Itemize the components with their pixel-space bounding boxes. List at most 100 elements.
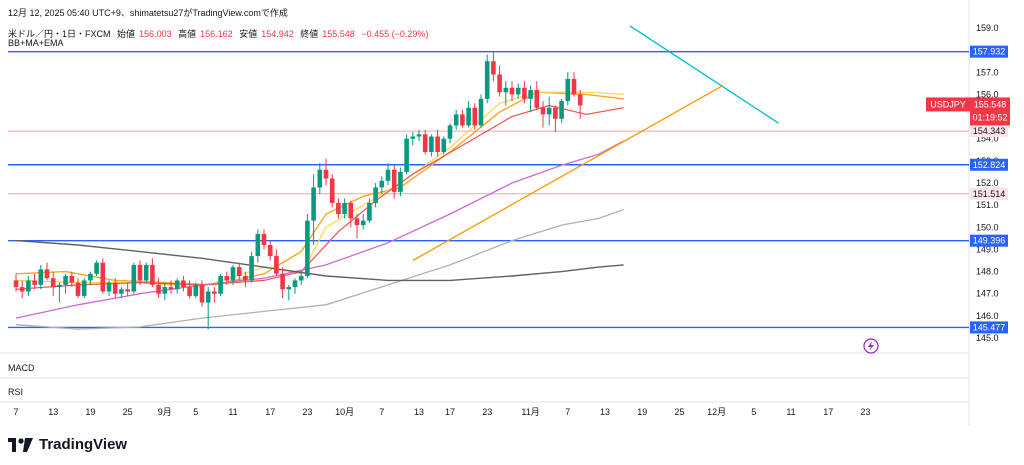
high-value: 156.162 — [200, 29, 233, 39]
candle-body — [478, 98, 484, 126]
moving-average-line — [15, 208, 624, 330]
lightning-icon[interactable] — [863, 338, 879, 354]
level-price-label: 149.396 — [973, 236, 1006, 246]
candle-body — [187, 287, 192, 296]
published-header: 12月 12, 2025 05:40 UTC+9、shimatetsu27がTr… — [8, 8, 288, 18]
candle-body — [106, 282, 112, 292]
candle-body — [429, 136, 434, 152]
open-label: 始値 — [117, 29, 136, 39]
candle-body — [112, 282, 118, 294]
candle-body — [398, 171, 403, 192]
y-tick-label: 149.0 — [976, 244, 999, 254]
x-tick-label: 23 — [860, 407, 870, 417]
x-tick-label: 7 — [565, 407, 570, 417]
candle-body — [305, 220, 310, 276]
candle-body — [267, 245, 273, 257]
candle-body — [150, 264, 155, 285]
macd-pane-label[interactable]: MACD — [8, 363, 35, 373]
y-tick-label: 157.0 — [976, 67, 999, 77]
level-price-label: 154.343 — [973, 126, 1006, 136]
candle-body — [224, 276, 230, 281]
candle-body — [416, 134, 422, 137]
x-tick-label: 17 — [823, 407, 833, 417]
rsi-pane-label[interactable]: RSI — [8, 387, 24, 397]
candle-body — [571, 78, 577, 95]
indicators-legend[interactable]: BB+MA+EMA — [8, 38, 64, 48]
candle-body — [360, 220, 366, 226]
high-label: 高値 — [178, 29, 197, 39]
trendline — [412, 85, 724, 262]
symbol-tag-label: USDJPY — [930, 99, 966, 109]
candle-body — [546, 107, 552, 115]
y-tick-label: 156.0 — [976, 89, 999, 99]
candle-body — [286, 287, 292, 290]
x-tick-label: 13 — [414, 407, 424, 417]
candle-body — [472, 107, 478, 126]
level-price-label: 157.932 — [973, 47, 1006, 57]
candle-body — [230, 267, 236, 281]
x-tick-label: 10月 — [335, 407, 354, 417]
lightning-icon-ring — [863, 338, 879, 354]
symbol-name[interactable]: 米ドル／円・1日・FXCM — [8, 29, 111, 39]
y-tick-label: 154.0 — [976, 134, 999, 144]
candle-body — [317, 169, 323, 188]
y-tick-label: 150.0 — [976, 222, 999, 232]
countdown-timer: 01:19:52 — [972, 112, 1007, 122]
candle-body — [453, 114, 459, 126]
candle-body — [100, 262, 106, 292]
candle-body — [565, 78, 571, 102]
x-tick-label: 13 — [600, 407, 610, 417]
low-value: 154.942 — [261, 29, 294, 39]
candle-body — [484, 61, 490, 99]
candle-body — [119, 289, 124, 294]
x-tick-label: 19 — [637, 407, 647, 417]
level-price-label: 145.477 — [973, 322, 1006, 332]
close-value: 155.548 — [322, 29, 355, 39]
candle-body — [32, 280, 37, 285]
y-tick-label: 145.0 — [976, 333, 999, 343]
candle-body — [243, 276, 248, 281]
candle-body — [379, 180, 385, 188]
tradingview-logo[interactable]: TradingView — [8, 436, 127, 453]
candle-body — [404, 138, 409, 172]
candle-body — [174, 280, 180, 290]
candle-body — [13, 280, 19, 288]
candle-body — [367, 202, 372, 221]
candle-body — [199, 284, 205, 303]
candle-body — [57, 284, 62, 288]
candle-body — [63, 276, 68, 285]
candle-body — [137, 264, 143, 281]
y-tick-label: 151.0 — [976, 200, 999, 210]
candle-body — [50, 278, 56, 288]
candle-body — [491, 61, 496, 75]
candle-body — [528, 90, 533, 99]
candle-body — [522, 87, 527, 99]
x-tick-label: 9月 — [158, 407, 172, 417]
candle-body — [497, 74, 502, 93]
last-price-value: 155.548 — [974, 99, 1007, 109]
candle-body — [69, 276, 75, 283]
lightning-icon-bolt — [868, 341, 874, 351]
x-tick-label: 5 — [751, 407, 756, 417]
level-price-tag — [970, 158, 1008, 171]
symbol-ohlc-legend[interactable]: 米ドル／円・1日・FXCM 始値 156.003 高値 156.162 安値 154.… — [8, 27, 432, 40]
last-price-tag — [970, 97, 1010, 126]
candle-body — [559, 101, 564, 119]
candle-body — [503, 87, 509, 93]
candle-body — [168, 287, 174, 290]
candle-body — [249, 256, 254, 281]
candle-body — [422, 134, 428, 152]
x-tick-label: 17 — [265, 407, 275, 417]
x-tick-label: 23 — [482, 407, 492, 417]
tradingview-logo-text: TradingView — [39, 436, 128, 453]
y-tick-label: 148.0 — [976, 267, 999, 277]
low-label: 安値 — [239, 29, 258, 39]
candle-body — [577, 94, 583, 106]
x-tick-label: 25 — [123, 407, 133, 417]
candle-body — [261, 233, 267, 245]
candle-body — [342, 202, 347, 214]
candle-body — [212, 291, 217, 294]
candle-body — [460, 114, 465, 126]
candle-body — [391, 169, 397, 192]
